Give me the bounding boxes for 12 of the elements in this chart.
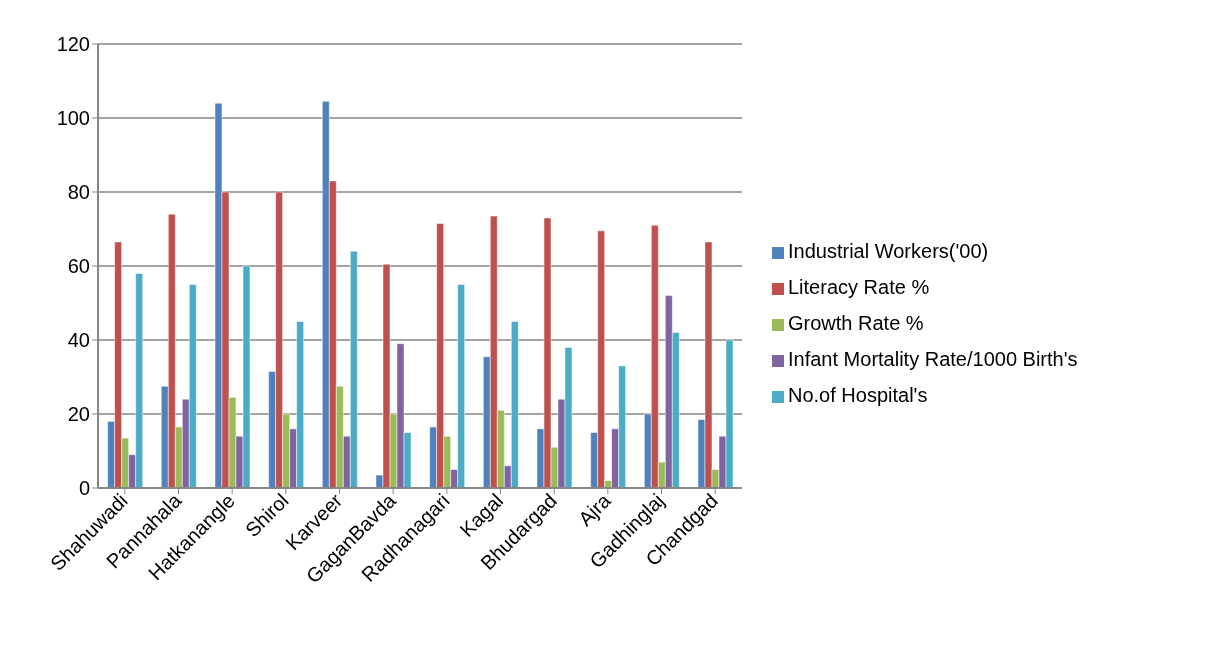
legend-label: Literacy Rate % — [788, 276, 930, 298]
legend-label: Infant Mortality Rate/1000 Birth's — [788, 348, 1078, 370]
y-tick-label: 60 — [67, 255, 90, 278]
y-tick-label: 100 — [56, 107, 90, 130]
legend-label: Growth Rate % — [788, 312, 924, 334]
legend-label: No.of Hospital's — [788, 384, 928, 406]
legend-label: Industrial Workers('00) — [788, 240, 989, 262]
y-tick-label: 0 — [78, 477, 90, 500]
y-tick-label: 20 — [67, 403, 90, 426]
y-tick-label: 80 — [67, 181, 90, 204]
y-tick-label: 120 — [56, 33, 90, 56]
y-tick-label: 40 — [67, 329, 90, 352]
